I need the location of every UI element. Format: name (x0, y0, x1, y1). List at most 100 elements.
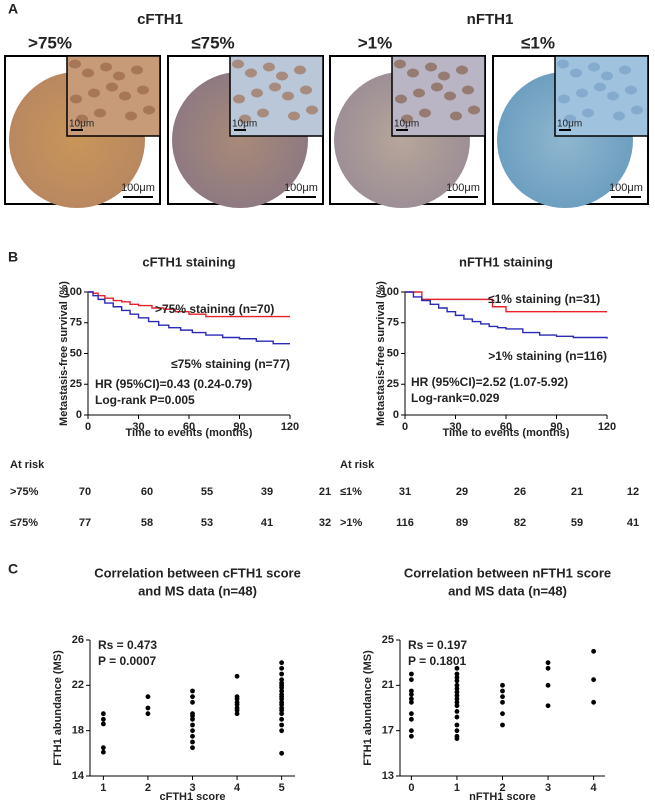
point (591, 677, 597, 683)
legend-label: >1% staining (n=116) (488, 349, 607, 363)
x-tick-label: 60 (500, 421, 512, 433)
cell (425, 62, 437, 72)
scale: 100μm (284, 182, 318, 194)
point (234, 673, 240, 679)
stain-label: ≤1% (521, 33, 555, 52)
point (454, 682, 460, 688)
panel-header: cFTH1 (137, 11, 183, 28)
point (545, 665, 551, 671)
point (408, 696, 414, 702)
x-tick-label: 30 (449, 421, 461, 433)
cell (125, 111, 137, 121)
point (591, 648, 597, 654)
point (100, 716, 106, 722)
cell (119, 91, 131, 101)
point (454, 689, 460, 695)
cell (143, 105, 155, 115)
annotation: P = 0.1801 (408, 654, 466, 668)
point (100, 749, 106, 755)
cell (233, 94, 245, 104)
cell (413, 88, 425, 98)
point (408, 677, 414, 683)
x-tick-label: 1 (100, 782, 106, 794)
panel-label: C (8, 561, 18, 577)
at-risk-label: >75% (10, 486, 39, 498)
point (408, 688, 414, 694)
y-tick-label: 75 (387, 317, 399, 329)
point (500, 722, 505, 728)
y-tick-label: 75 (70, 317, 82, 329)
cell (113, 71, 125, 81)
at-risk-value: 60 (141, 486, 153, 498)
y-tick-label: 100 (381, 286, 399, 298)
chart-title: and MS data (n=48) (138, 583, 257, 598)
at-risk-value: 70 (79, 486, 91, 498)
annotation: HR (95%CI)=2.52 (1.07-5.92) (411, 375, 568, 389)
point (190, 694, 195, 700)
scale: 100μm (121, 182, 155, 194)
point (279, 660, 285, 666)
point (279, 685, 285, 690)
at-risk-value: 89 (456, 517, 468, 529)
x-tick-label: 120 (281, 421, 299, 433)
point (500, 688, 505, 694)
point (234, 711, 240, 717)
cell (570, 68, 582, 78)
inset-scale: 10μm (394, 119, 419, 130)
at-risk-label: ≤75% (10, 517, 38, 529)
y-axis-label: FTH1 abundance (MS) (52, 650, 64, 766)
y-tick-label: 14 (72, 770, 85, 782)
annotation: Log-rank=0.029 (411, 391, 500, 405)
at-risk-value: 53 (201, 517, 213, 529)
point (279, 677, 285, 683)
point (190, 713, 195, 719)
panel-label: B (8, 249, 18, 265)
point (190, 722, 195, 728)
cell (94, 108, 106, 118)
point (279, 688, 285, 694)
y-tick-label: 0 (393, 409, 399, 421)
point (545, 703, 551, 709)
at-risk-value: 31 (399, 486, 411, 498)
x-tick-label: 60 (183, 421, 195, 433)
survival-curve (405, 291, 608, 339)
x-tick-label: 1 (454, 782, 460, 794)
at-risk-value: 82 (514, 517, 526, 529)
point (279, 696, 285, 702)
cell (69, 59, 81, 69)
x-tick-label: 0 (408, 782, 414, 794)
cell (88, 88, 100, 98)
panel-label: A (8, 1, 18, 17)
annotation: Log-rank P=0.005 (95, 393, 195, 407)
cell (106, 82, 118, 92)
inset-scale: 10μm (557, 119, 582, 130)
survival-curve (405, 291, 607, 313)
point (454, 696, 460, 702)
inset-scale: 10μm (69, 119, 94, 130)
point (408, 692, 414, 697)
cell (588, 62, 600, 72)
x-tick-label: 2 (499, 782, 505, 794)
x-tick-label: 90 (550, 421, 562, 433)
x-tick-label: 0 (402, 421, 408, 433)
chart-title: and MS data (n=48) (448, 583, 567, 598)
x-tick-label: 3 (545, 782, 551, 794)
point (454, 686, 460, 692)
annotation: P = 0.0007 (98, 654, 156, 668)
cell (82, 68, 94, 78)
point (145, 705, 151, 711)
cell (594, 82, 606, 92)
point (100, 721, 106, 727)
scale: 100μm (609, 182, 643, 194)
cell (431, 82, 443, 92)
point (279, 750, 285, 756)
at-risk-value: 12 (627, 486, 639, 498)
chart-title: cFTH1 staining (142, 254, 235, 269)
legend-label: >75% staining (n=70) (155, 302, 274, 316)
at-risk-value: 55 (201, 486, 213, 498)
cell (269, 82, 281, 92)
cell (70, 94, 82, 104)
cell (438, 71, 450, 81)
